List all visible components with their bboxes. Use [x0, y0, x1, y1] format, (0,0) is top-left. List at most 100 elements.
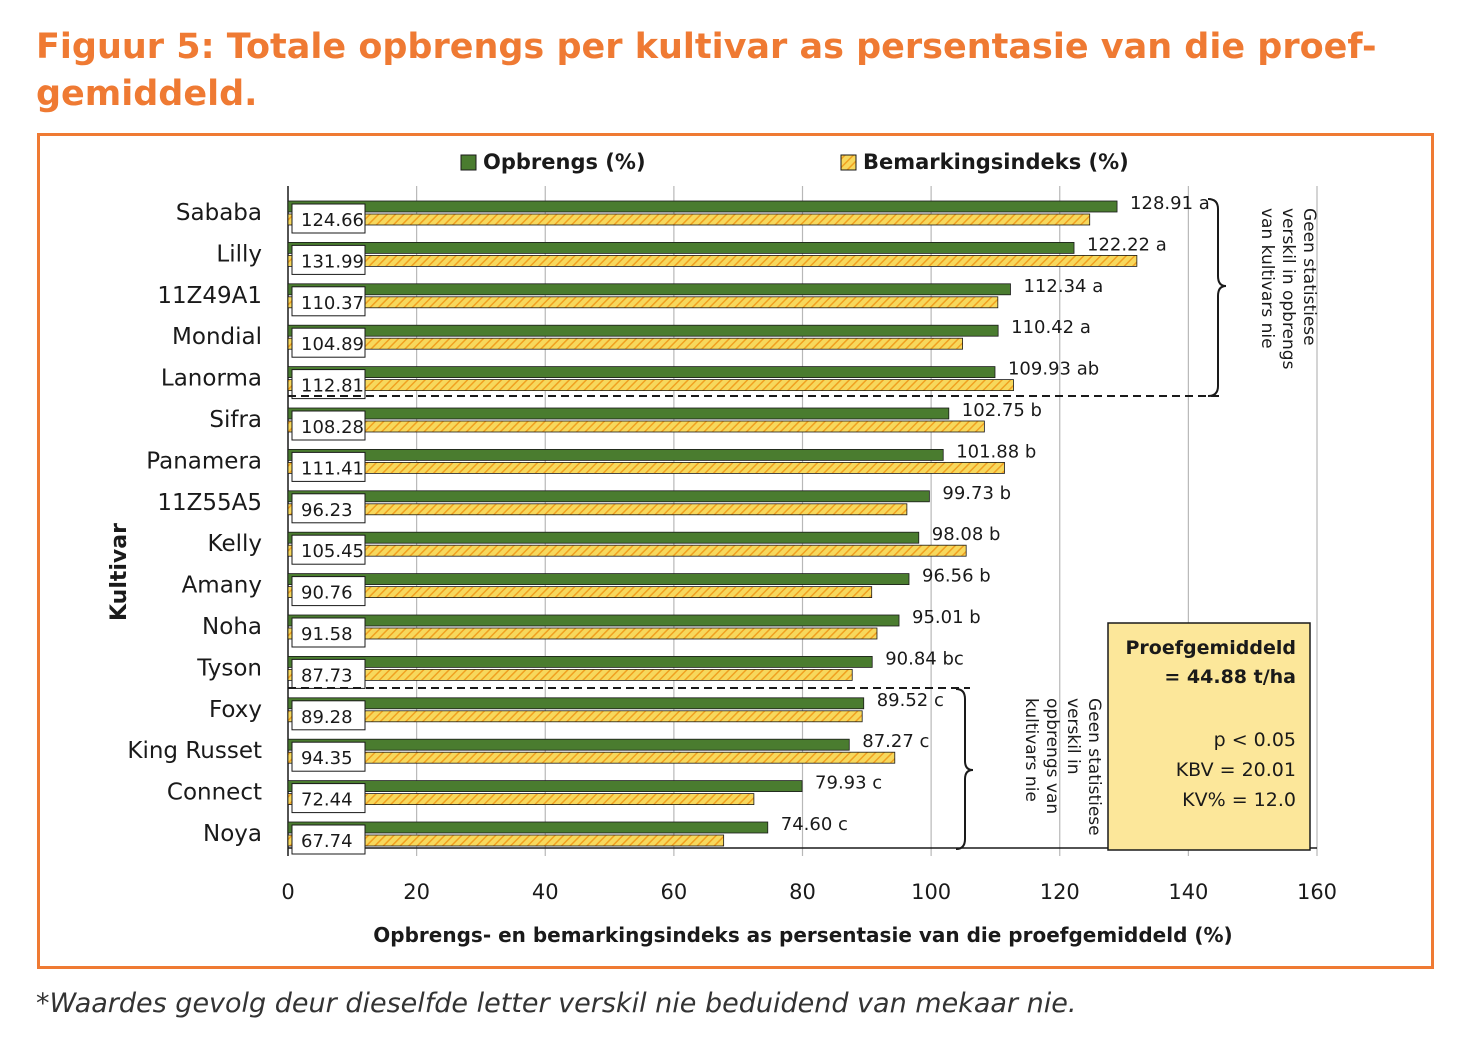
index-label-box	[291, 534, 366, 565]
category-label: Noya	[203, 821, 262, 847]
bar-bemarkingsindeks	[287, 461, 1005, 474]
category-label: 11Z49A1	[157, 283, 262, 309]
bar-bemarkingsindeks	[287, 710, 863, 723]
data-label-bemarkingsindeks: 67.74	[301, 831, 353, 852]
category-label: Lanorma	[161, 366, 262, 392]
bottom-note-line-2: verskil in	[1063, 698, 1083, 775]
y-axis-title: Kultivar	[107, 523, 132, 621]
category-label: Amany	[182, 573, 262, 599]
category-label: 11Z55A5	[157, 490, 262, 516]
bar-bemarkingsindeks	[287, 213, 1091, 226]
index-label-box	[291, 244, 366, 275]
data-label-bemarkingsindeks: 105.45	[301, 541, 364, 562]
x-axis-title: Opbrengs- en bemarkingsindeks as persent…	[373, 923, 1232, 947]
bar-bemarkingsindeks	[287, 627, 878, 640]
data-label-bemarkingsindeks: 94.35	[301, 748, 353, 769]
bar-bemarkingsindeks	[287, 834, 725, 847]
index-label-box	[291, 369, 366, 400]
brace-bottom	[955, 688, 974, 850]
legend-label-opbrengs: Opbrengs (%)	[483, 150, 646, 174]
data-label-opbrengs: 98.08 b	[932, 524, 1001, 545]
bar-opbrengs	[287, 738, 850, 751]
bar-bemarkingsindeks	[287, 379, 1014, 392]
x-tick-label: 20	[403, 880, 430, 904]
bar-opbrengs	[287, 614, 900, 627]
bars	[287, 200, 1138, 847]
bar-opbrengs	[287, 242, 1075, 254]
top-note-line-2: verskil in opbrengs	[1278, 208, 1298, 370]
data-label-bemarkingsindeks: 110.37	[301, 293, 364, 314]
figure-title: Figuur 5: Totale opbrengs per kultivar a…	[36, 27, 1377, 114]
bar-opbrengs	[287, 324, 999, 337]
info-p-value: p < 0.05	[1214, 729, 1296, 751]
top-note-line-3: van kultivars nie	[1257, 208, 1277, 349]
category-label: King Russet	[127, 738, 262, 764]
x-tick-label: 0	[281, 880, 294, 904]
data-label-opbrengs: 95.01 b	[912, 607, 981, 628]
bar-opbrengs	[287, 656, 873, 668]
category-label: Lilly	[216, 241, 262, 267]
data-label-opbrengs: 90.84 bc	[885, 648, 964, 669]
index-label-box	[291, 203, 366, 234]
data-label-opbrengs: 96.56 b	[922, 566, 991, 587]
info-box: Proefgemiddeld = 44.88 t/ha p < 0.05 KBV…	[1107, 622, 1311, 851]
data-labels: 128.91 a 124.66 122.22 a 131.99 112.34 a 110.…	[291, 193, 1210, 855]
bar-bemarkingsindeks	[287, 296, 999, 309]
data-label-opbrengs: 109.93 ab	[1008, 359, 1099, 380]
index-label-box	[291, 700, 366, 731]
info-kv: KV% = 12.0	[1182, 789, 1296, 811]
bar-opbrengs	[287, 448, 944, 461]
index-label-box	[291, 327, 366, 358]
index-label-box	[291, 576, 366, 607]
category-label: Tyson	[196, 655, 262, 681]
category-label: Kelly	[208, 531, 262, 557]
bottom-note-line-3: opbrengs van	[1042, 698, 1062, 814]
data-label-bemarkingsindeks: 89.28	[301, 707, 353, 728]
bar-opbrengs	[287, 780, 803, 792]
data-label-opbrengs: 74.60 c	[781, 814, 848, 835]
data-label-opbrengs: 112.34 a	[1023, 276, 1103, 297]
data-label-bemarkingsindeks: 131.99	[301, 251, 364, 272]
info-heading-2: = 44.88 t/ha	[1164, 666, 1296, 688]
footnote: *Waardes gevolg deur dieselfde letter ve…	[36, 988, 1077, 1019]
bar-opbrengs	[287, 531, 920, 544]
top-group-note: Geen statistiese verskil in opbrengs van…	[1257, 208, 1319, 370]
bottom-note-line-1: Geen statistiese	[1084, 698, 1104, 836]
bottom-group-note: Geen statistiese verskil in opbrengs van…	[1021, 698, 1104, 836]
category-labels: Sababa Lilly 11Z49A1 Mondial Lanorma Sifra Pan…	[127, 200, 262, 847]
bar-bemarkingsindeks	[287, 793, 755, 805]
data-label-opbrengs: 110.42 a	[1011, 317, 1091, 338]
data-label-opbrengs: 101.88 b	[956, 441, 1036, 462]
data-label-opbrengs: 89.52 c	[877, 690, 944, 711]
index-label-box	[291, 824, 366, 855]
x-tick-label: 140	[1168, 880, 1208, 904]
bar-bemarkingsindeks	[287, 751, 896, 764]
bar-bemarkingsindeks	[287, 255, 1138, 267]
data-label-opbrengs: 99.73 b	[942, 483, 1011, 504]
data-label-opbrengs: 128.91 a	[1130, 193, 1210, 214]
category-label: Sababa	[176, 200, 262, 226]
index-label-box	[291, 658, 366, 689]
data-label-bemarkingsindeks: 87.73	[301, 665, 353, 686]
data-label-opbrengs: 79.93 c	[815, 773, 882, 794]
data-label-bemarkingsindeks: 111.41	[301, 458, 364, 479]
category-label: Foxy	[209, 697, 262, 723]
bar-opbrengs	[287, 366, 996, 379]
bar-bemarkingsindeks	[287, 420, 985, 433]
x-tick-label: 80	[789, 880, 816, 904]
index-label-box	[291, 451, 366, 482]
legend-swatch-bemarkingsindeks	[840, 154, 857, 171]
data-label-bemarkingsindeks: 108.28	[301, 417, 364, 438]
bar-bemarkingsindeks	[287, 337, 963, 350]
bar-chart: Opbrengs (%) Bemarkingsindeks (%) 128.91…	[107, 150, 1337, 947]
data-label-opbrengs: 102.75 b	[962, 400, 1042, 421]
x-tick-label: 100	[911, 880, 951, 904]
bottom-note-line-4: kultivars nie	[1021, 698, 1041, 802]
index-label-box	[291, 410, 366, 441]
info-kbv: KBV = 20.01	[1176, 759, 1296, 781]
x-tick-label: 60	[661, 880, 688, 904]
data-label-bemarkingsindeks: 112.81	[301, 376, 364, 397]
bar-bemarkingsindeks	[287, 503, 908, 516]
legend-swatch-opbrengs	[460, 154, 477, 171]
chart-frame: Opbrengs (%) Bemarkingsindeks (%) 128.91…	[37, 133, 1434, 969]
